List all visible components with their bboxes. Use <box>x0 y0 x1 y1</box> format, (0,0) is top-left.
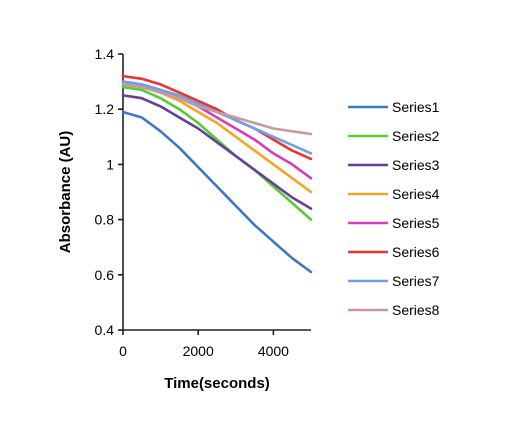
series-line-series2 <box>121 85 313 221</box>
legend-label: Series1 <box>392 99 440 115</box>
series-line-series3 <box>121 94 313 210</box>
y-tick-label: 0.8 <box>95 212 115 228</box>
legend-label: Series8 <box>392 302 440 318</box>
y-tick-label: 1.2 <box>95 101 115 117</box>
y-tick-label: 1.4 <box>95 46 115 62</box>
series-lines <box>121 74 313 274</box>
legend-label: Series2 <box>392 128 440 144</box>
legend-label: Series4 <box>392 186 440 202</box>
x-tick-label: 0 <box>119 343 127 359</box>
legend-label: Series7 <box>392 273 440 289</box>
legend-label: Series3 <box>392 157 440 173</box>
legend: Series1 Series2 Series3 Series4 Series5 Serie… <box>348 99 440 318</box>
y-tick-label: 1 <box>106 156 114 172</box>
legend-label: Series5 <box>392 215 440 231</box>
x-tick-label: 4000 <box>258 343 289 359</box>
series-line-series8 <box>121 83 313 136</box>
ticks: 0.4 0.6 0.8 1 1.2 1.4 0 2000 4000 <box>95 46 290 359</box>
y-tick-label: 0.4 <box>95 322 115 338</box>
legend-label: Series6 <box>392 244 440 260</box>
x-tick-label: 2000 <box>183 343 214 359</box>
y-axis-title: Absorbance (AU) <box>57 131 74 254</box>
axes <box>122 54 311 331</box>
series-line-series1 <box>121 110 313 274</box>
x-axis-title: Time(seconds) <box>164 375 270 392</box>
series-line-series6 <box>121 74 313 161</box>
y-tick-label: 0.6 <box>95 267 115 283</box>
